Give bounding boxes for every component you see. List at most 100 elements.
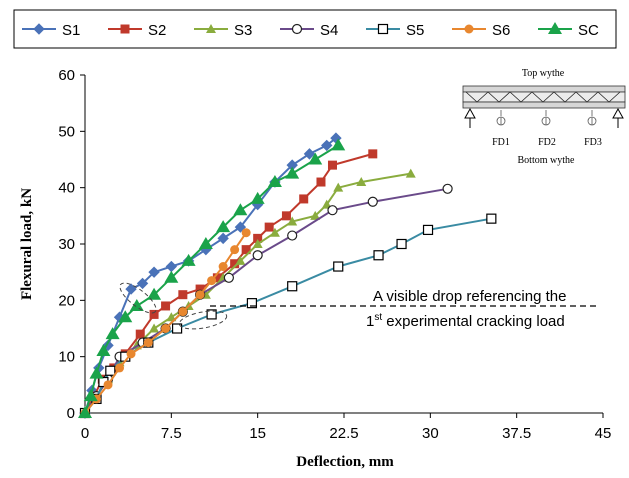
- data-point-s2: [327, 160, 337, 170]
- x-tick-label: 7.5: [161, 425, 182, 442]
- data-point-s2: [212, 273, 222, 283]
- data-point-s5: [171, 323, 183, 334]
- data-point-s3: [405, 168, 416, 178]
- data-point-s2: [195, 284, 205, 294]
- data-point-s6: [195, 290, 205, 300]
- panel-core: [462, 91, 626, 103]
- legend-marker-sc: [548, 22, 562, 34]
- data-point-s6: [230, 245, 240, 255]
- data-point-sc: [216, 220, 231, 233]
- data-point-s5: [206, 309, 217, 320]
- series-line-s3: [84, 172, 411, 414]
- drop-highlight-ellipse-lower: [178, 310, 228, 330]
- data-point-s5: [422, 224, 434, 236]
- inset-bottom-label: Bottom wythe: [518, 155, 576, 166]
- y-tick-label: 30: [58, 236, 75, 253]
- inset-fd1-label: FD1: [492, 137, 510, 148]
- data-point-sc: [78, 406, 92, 418]
- data-point-s6: [178, 307, 188, 317]
- data-point-s2: [368, 149, 378, 159]
- panel-truss-zigzag: [465, 91, 621, 103]
- x-tick-label: 15: [249, 425, 266, 442]
- data-point-s6: [207, 276, 217, 286]
- legend-label-s2: S2: [148, 22, 166, 39]
- data-point-s5: [396, 238, 407, 250]
- legend-label-s4: S4: [320, 22, 338, 39]
- data-point-sc: [83, 389, 98, 402]
- gauge-fd2: [541, 110, 551, 126]
- legend-marker-s2: [120, 24, 130, 34]
- data-point-s3: [356, 177, 367, 187]
- annotation-line2: 1st experimental cracking load: [366, 312, 565, 330]
- data-point-s2: [178, 290, 188, 300]
- x-tick-label: 0: [81, 425, 89, 442]
- series-s6: [80, 228, 251, 418]
- data-point-s6: [218, 262, 228, 272]
- data-point-s2: [299, 194, 309, 204]
- data-point-s1: [217, 232, 229, 245]
- data-point-s4: [223, 272, 234, 283]
- data-point-sc: [308, 152, 323, 165]
- legend-marker-s6: [464, 24, 474, 34]
- series-layer: [78, 132, 497, 419]
- data-point-sc: [105, 327, 120, 340]
- gauge-fd1: [496, 110, 506, 126]
- drop-highlight-ellipse-upper: [119, 282, 157, 314]
- legend-label-s3: S3: [234, 22, 252, 39]
- data-point-s2: [149, 309, 159, 319]
- data-point-sc: [181, 253, 196, 266]
- panel-bottom-wythe: [462, 101, 626, 109]
- legend: S1 S2 S3 S4 S5 S6 SC: [13, 9, 617, 49]
- support-arrow-left: [464, 107, 476, 128]
- series-line-s1: [84, 137, 337, 414]
- series-s1: [79, 132, 342, 419]
- data-point-s6: [126, 349, 136, 359]
- legend-marker-s3: [206, 24, 216, 33]
- y-tick-label: 50: [58, 123, 75, 140]
- inset-diagram: Top wythe FD1 FD2 FD3 B: [462, 68, 626, 166]
- data-point-s6: [241, 228, 251, 238]
- data-point-sc: [89, 366, 104, 379]
- x-tick-label: 37.5: [502, 425, 531, 442]
- data-point-s4: [442, 183, 453, 194]
- x-tick-label: 22.5: [329, 425, 358, 442]
- annotation-line2-prefix: 1: [366, 313, 374, 330]
- data-point-s2: [264, 222, 274, 232]
- panel-top-wythe: [462, 85, 626, 93]
- data-point-s6: [115, 363, 125, 373]
- data-point-s1: [303, 148, 316, 160]
- data-point-s6: [103, 380, 113, 390]
- data-point-s5: [373, 250, 384, 261]
- data-point-sc: [267, 175, 282, 188]
- legend-marker-s5: [377, 23, 389, 35]
- data-point-s1: [234, 221, 247, 233]
- data-point-s2: [230, 259, 240, 269]
- y-tick-label: 40: [58, 180, 75, 197]
- annotation-line2-sup: st: [374, 312, 382, 323]
- data-point-s5: [486, 213, 497, 224]
- data-point-s5: [246, 298, 258, 309]
- data-point-s4: [287, 230, 298, 241]
- x-tick-label: 45: [595, 425, 612, 442]
- data-point-s3: [149, 323, 160, 333]
- data-point-s2: [281, 211, 291, 221]
- data-point-s6: [143, 338, 153, 348]
- data-point-s1: [136, 277, 149, 290]
- data-point-s3: [287, 216, 298, 226]
- inset-fd3-label: FD3: [584, 137, 602, 148]
- x-axis-title: Deflection, mm: [296, 454, 394, 470]
- data-point-s2: [253, 233, 263, 243]
- data-point-sc: [233, 203, 248, 216]
- gauge-fd3: [587, 110, 597, 126]
- data-point-s1: [165, 260, 178, 273]
- inset-top-label: Top wythe: [522, 68, 565, 79]
- y-axis-title: Flexural load, kN: [19, 188, 35, 300]
- data-point-s3: [310, 210, 321, 220]
- data-point-sc: [96, 344, 111, 357]
- data-point-s3: [252, 239, 263, 248]
- series-s2: [80, 149, 378, 418]
- data-point-sc: [118, 310, 133, 323]
- data-point-s2: [241, 245, 251, 255]
- data-point-s3: [235, 255, 246, 265]
- data-point-sc: [129, 298, 144, 311]
